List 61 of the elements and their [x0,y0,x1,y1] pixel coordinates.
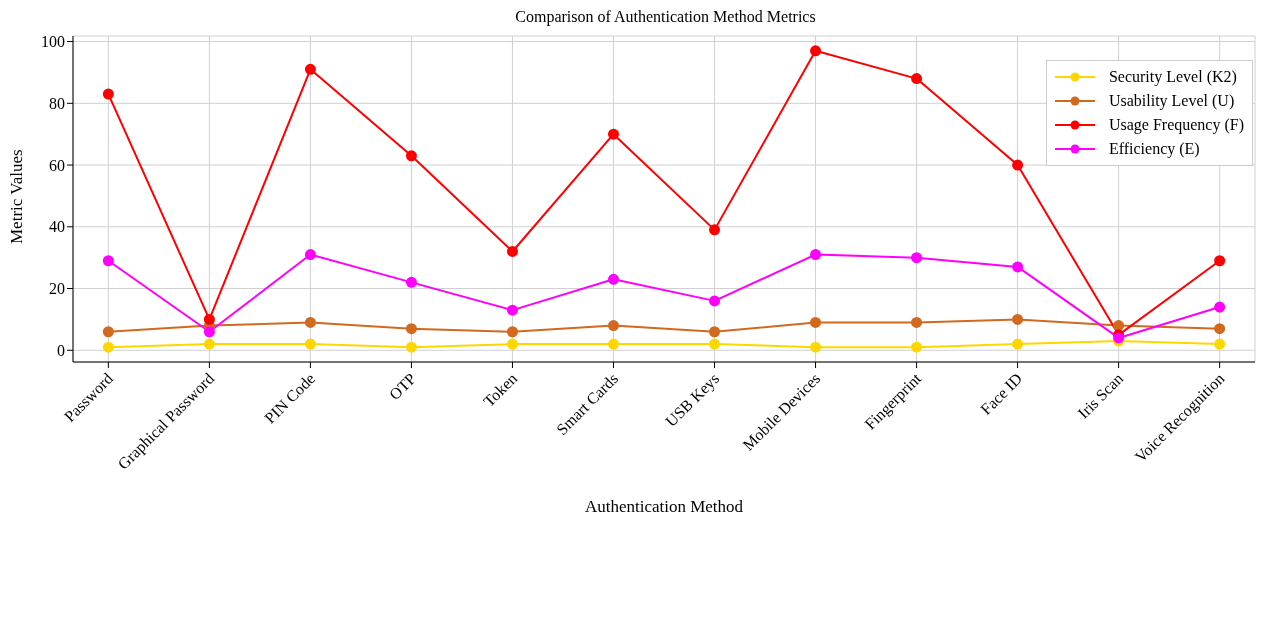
point [911,73,923,85]
point [1214,323,1226,335]
point [102,326,114,338]
point [607,128,619,140]
x-tick-label: PIN Code [261,369,319,427]
x-axis-title: Authentication Method [584,497,744,516]
point [102,88,114,100]
y-tick-label: 100 [41,33,65,51]
point [304,63,316,75]
point [810,45,822,57]
legend-label: Usability Level (U) [1108,92,1235,110]
legend-label: Security Level (K2) [1108,68,1237,86]
x-tick-label: Iris Scan [1074,369,1127,422]
point [810,341,822,353]
point [506,245,518,257]
point [203,338,215,350]
point [709,326,721,338]
point [405,341,417,353]
point [203,326,215,338]
legend-label: Usage Frequency (F) [1108,116,1244,134]
point [506,326,518,338]
y-tick-label: 80 [49,94,65,112]
point [607,273,619,285]
point [709,224,721,236]
x-tick-label: Face ID [977,369,1026,418]
y-tick-label: 20 [49,280,65,298]
point [304,338,316,350]
point [1012,313,1024,325]
x-tick-label: OTP [385,369,420,404]
point [1012,261,1024,273]
y-tick-label: 60 [49,156,65,174]
point [405,276,417,288]
point [911,341,923,353]
point [102,341,114,353]
point [1012,159,1024,171]
legend-label: Efficiency (E) [1108,140,1200,158]
point [607,320,619,332]
point [1012,338,1024,350]
point [911,316,923,328]
point [102,255,114,267]
point [203,313,215,325]
y-axis-title: Metric Values [7,149,27,244]
point [1214,255,1226,267]
point [810,249,822,261]
point [911,252,923,264]
point [304,249,316,261]
y-tick-label: 0 [57,341,65,359]
point [1214,301,1226,313]
point [1214,338,1226,350]
point [810,316,822,328]
point [506,304,518,316]
y-tick-label: 40 [49,218,65,236]
point [607,338,619,350]
point [709,338,721,350]
point [1113,320,1125,332]
point [506,338,518,350]
point [304,316,316,328]
point [709,295,721,307]
point [405,150,417,162]
point [405,323,417,335]
chart-title: Comparison of Authentication Method Metrics [514,8,817,28]
